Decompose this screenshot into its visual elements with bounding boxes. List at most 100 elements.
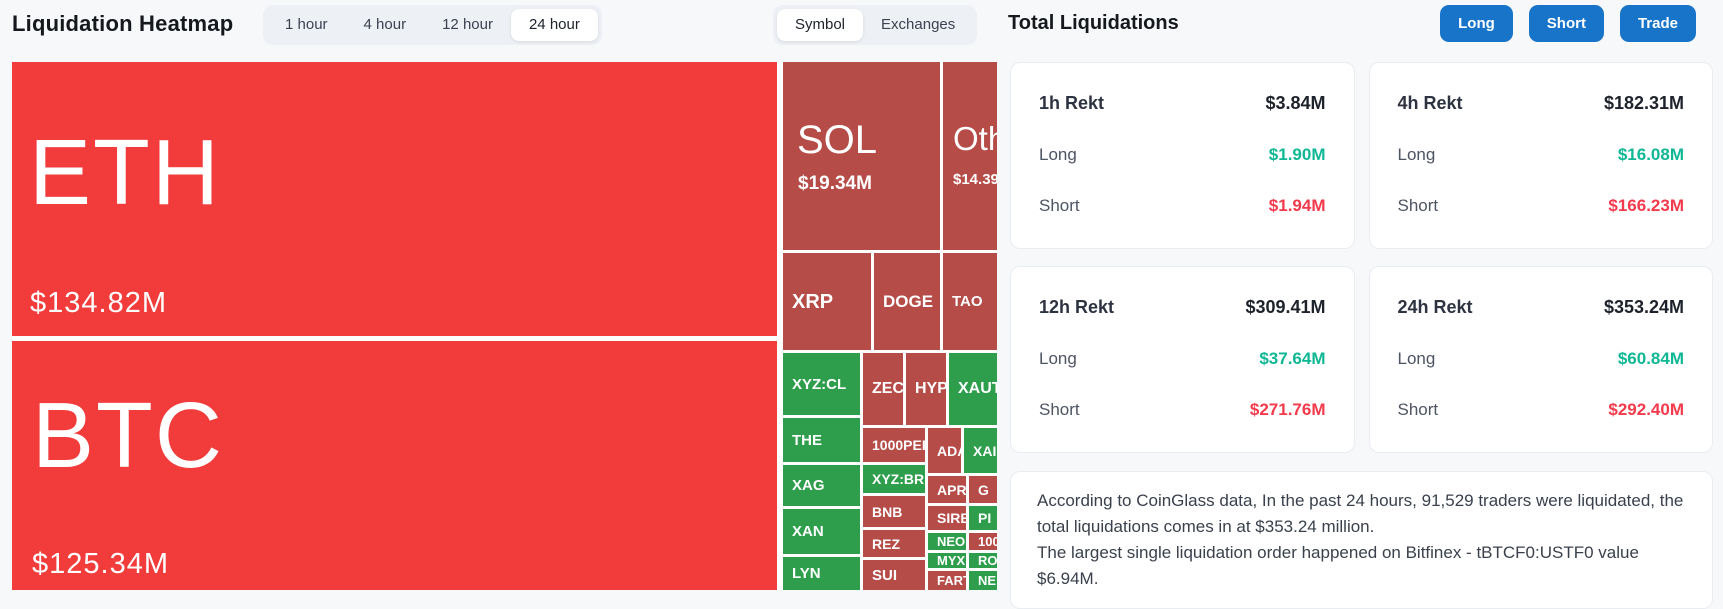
view-mode-selector: SymbolExchanges xyxy=(773,5,977,45)
treemap-tile-bnb[interactable]: BNB xyxy=(863,496,925,527)
rekt-card-24h: 24h Rekt$353.24MLong$60.84MShort$292.40M xyxy=(1369,266,1714,453)
card-total-value: $353.24M xyxy=(1604,297,1684,318)
tile-symbol: SOL xyxy=(797,120,877,160)
tile-symbol: 100 xyxy=(978,535,997,548)
long-button[interactable]: Long xyxy=(1440,5,1513,42)
card-period-label: 12h Rekt xyxy=(1039,297,1114,318)
treemap-tile-xan[interactable]: XAN xyxy=(783,509,860,554)
time-range-1-hour[interactable]: 1 hour xyxy=(267,9,346,41)
time-range-12-hour[interactable]: 12 hour xyxy=(424,9,511,41)
treemap-tile-myx[interactable]: MYX xyxy=(928,553,966,568)
card-total-value: $309.41M xyxy=(1245,297,1325,318)
tile-symbol: XAG xyxy=(792,478,825,493)
header: Liquidation Heatmap 1 hour4 hour12 hour2… xyxy=(0,0,1723,54)
treemap-tile-others[interactable]: Others $14.39M xyxy=(943,62,997,250)
treemap-tile-btc[interactable]: BTC $125.34M xyxy=(12,341,777,590)
tile-symbol: XAN xyxy=(792,524,824,539)
treemap-tile-g[interactable]: G xyxy=(969,476,997,503)
card-period-label: 4h Rekt xyxy=(1398,93,1463,114)
short-label: Short xyxy=(1039,400,1080,420)
tile-symbol: ZEC xyxy=(872,381,903,397)
treemap-tile-xag[interactable]: XAG xyxy=(783,465,860,506)
card-period-label: 1h Rekt xyxy=(1039,93,1104,114)
tile-symbol: ADA xyxy=(937,444,961,458)
treemap-tile-apr[interactable]: APR xyxy=(928,476,966,503)
treemap-tile-xaut[interactable]: XAUT xyxy=(949,353,997,425)
tile-symbol: PI xyxy=(978,511,991,525)
short-label: Short xyxy=(1398,400,1439,420)
long-label: Long xyxy=(1398,349,1436,369)
view-exchanges[interactable]: Exchanges xyxy=(863,9,973,41)
tile-symbol: NEO xyxy=(937,535,965,548)
short-button[interactable]: Short xyxy=(1529,5,1604,42)
treemap-tile-rez[interactable]: REZ xyxy=(863,530,925,557)
treemap-tile-fart[interactable]: FART xyxy=(928,571,966,590)
treemap-tile-neo[interactable]: NEO xyxy=(928,533,966,550)
treemap-tile-hype[interactable]: HYPE xyxy=(906,353,946,425)
tile-value: $19.34M xyxy=(798,174,872,193)
action-buttons: Long Short Trade xyxy=(1440,5,1696,42)
tile-symbol: REZ xyxy=(872,537,900,551)
tile-symbol: NE xyxy=(978,574,996,587)
short-value: $1.94M xyxy=(1269,196,1326,216)
rekt-card-4h: 4h Rekt$182.31MLong$16.08MShort$166.23M xyxy=(1369,62,1714,249)
treemap-tile-sui[interactable]: SUI xyxy=(863,560,925,590)
tile-value: $14.39M xyxy=(953,172,997,187)
tile-symbol: Others xyxy=(953,122,997,155)
treemap-tile-doge[interactable]: DOGE xyxy=(874,253,940,350)
view-symbol[interactable]: Symbol xyxy=(777,9,863,41)
long-label: Long xyxy=(1398,145,1436,165)
treemap-tile-xyz-bre[interactable]: XYZ:BRE xyxy=(863,465,925,493)
tile-symbol: TAO xyxy=(952,294,983,309)
summary-line-2: The largest single liquidation order hap… xyxy=(1037,540,1686,592)
long-row: Long $16.08M xyxy=(1398,145,1685,165)
treemap-tile-ada[interactable]: ADA xyxy=(928,428,961,473)
liquidation-heatmap-page: Liquidation Heatmap 1 hour4 hour12 hour2… xyxy=(0,0,1723,601)
treemap-tile-siren[interactable]: SIREN xyxy=(928,506,966,530)
tile-symbol: APR xyxy=(937,483,966,497)
treemap-tile-lyn[interactable]: LYN xyxy=(783,557,860,590)
total-liquidations-title: Total Liquidations xyxy=(1008,12,1179,35)
short-row: Short$166.23M xyxy=(1398,196,1685,216)
long-value: $16.08M xyxy=(1618,145,1684,165)
rekt-cards-grid: 1h Rekt$3.84MLong$1.90MShort$1.94M4h Rek… xyxy=(1010,62,1713,453)
treemap-tile-pi[interactable]: PI xyxy=(969,506,997,530)
treemap-tile-the[interactable]: THE xyxy=(783,418,860,462)
treemap-tile-eth[interactable]: ETH$134.82M xyxy=(12,62,777,336)
treemap-tile-ne[interactable]: NE xyxy=(969,571,997,590)
treemap-tile-zec[interactable]: ZEC xyxy=(863,353,903,425)
treemap-tile-100[interactable]: 100 xyxy=(969,533,997,550)
treemap-tile-sol[interactable]: SOL $19.34M xyxy=(783,62,940,250)
liquidation-treemap: ETH$134.82M BTC $125.34M SOL $19.34M Others $1… xyxy=(12,62,997,590)
tile-symbol: 1000PEPE xyxy=(872,438,925,452)
tile-symbol: XYZ:CL xyxy=(792,377,846,392)
page-title: Liquidation Heatmap xyxy=(12,11,233,37)
card-total-value: $3.84M xyxy=(1265,93,1325,114)
short-row: Short$292.40M xyxy=(1398,400,1685,420)
long-row: Long$37.64M xyxy=(1039,349,1326,369)
time-range-24-hour[interactable]: 24 hour xyxy=(511,9,598,41)
treemap-tile-xyz-cl[interactable]: XYZ:CL xyxy=(783,353,860,415)
tile-value: $125.34M xyxy=(32,550,169,579)
tile-symbol: G xyxy=(978,483,989,497)
tile-symbol: THE xyxy=(792,433,822,448)
short-row: Short $1.94M xyxy=(1039,196,1326,216)
time-range-4-hour[interactable]: 4 hour xyxy=(346,9,425,41)
tile-symbol: BTC xyxy=(32,389,224,482)
tile-value: $134.82M xyxy=(30,289,167,318)
tile-symbol: MYX xyxy=(937,554,965,567)
treemap-tile-xai[interactable]: XAI xyxy=(964,428,997,473)
short-value: $166.23M xyxy=(1608,196,1684,216)
trade-button[interactable]: Trade xyxy=(1620,5,1696,42)
tile-symbol: XAI xyxy=(973,444,996,458)
treemap-tile-tao[interactable]: TAO xyxy=(943,253,997,350)
treemap-tile-ro[interactable]: RO xyxy=(969,553,997,568)
time-range-selector: 1 hour4 hour12 hour24 hour xyxy=(263,5,602,45)
treemap-tile-xrp[interactable]: XRP xyxy=(783,253,871,350)
treemap-tile-1000pepe[interactable]: 1000PEPE xyxy=(863,428,925,462)
total-liquidations-panel: 1h Rekt$3.84MLong$1.90MShort$1.94M4h Rek… xyxy=(1010,62,1713,609)
short-row: Short$271.76M xyxy=(1039,400,1326,420)
long-value: $60.84M xyxy=(1618,349,1684,369)
long-value: $37.64M xyxy=(1259,349,1325,369)
short-label: Short xyxy=(1039,196,1080,216)
